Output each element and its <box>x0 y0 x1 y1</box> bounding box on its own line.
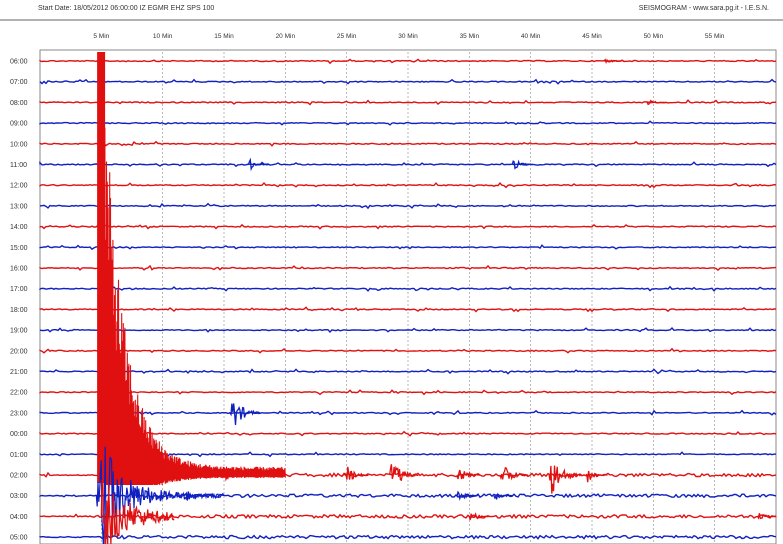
row-time-label: 22:00 <box>10 390 28 397</box>
trace-row-1600 <box>39 264 777 272</box>
header-right-info: SEISMOGRAM - www.sara.pg.it - I.E.S.N. <box>638 5 769 12</box>
trace-row-0900 <box>39 120 777 126</box>
row-time-label: 03:00 <box>10 493 28 500</box>
row-time-label: 10:00 <box>10 141 28 148</box>
row-time-label: 05:00 <box>10 535 28 542</box>
trace-row-1100 <box>39 160 777 168</box>
row-time-label: 02:00 <box>10 473 28 480</box>
trace-row-2100 <box>39 368 777 375</box>
row-time-label: 18:00 <box>10 307 28 314</box>
aftershock-0200-1 <box>220 470 244 482</box>
aftershock-0200-2 <box>343 466 369 480</box>
x-tick-label: 50 Min <box>644 33 664 40</box>
event-1100-blue-b <box>511 159 534 170</box>
x-tick-label: 40 Min <box>521 33 541 40</box>
header-left-info: Start Date: 18/05/2012 06:00:00 IZ EGMR … <box>38 5 215 12</box>
aftershock-0200-4 <box>456 469 480 480</box>
trace-row-0700 <box>39 78 777 85</box>
row-time-label: 13:00 <box>10 203 28 210</box>
trace-row-0000 <box>39 430 777 437</box>
trace-row-0500 <box>39 534 777 540</box>
x-tick-label: 20 Min <box>276 33 296 40</box>
row-time-label: 15:00 <box>10 245 28 252</box>
aftershock-0300-blue-1 <box>183 491 206 501</box>
row-time-label: 00:00 <box>10 431 28 438</box>
x-tick-label: 15 Min <box>214 33 234 40</box>
aftershock-0200-6 <box>548 465 582 494</box>
trace-row-2300 <box>39 409 777 416</box>
row-time-label: 20:00 <box>10 348 28 355</box>
aftershock-0200-5 <box>499 466 529 481</box>
trace-row-1700 <box>39 285 777 292</box>
x-tick-label: 35 Min <box>460 33 480 40</box>
trace-row-1200 <box>39 181 777 189</box>
row-time-label: 23:00 <box>10 410 28 417</box>
x-tick-label: 25 Min <box>337 33 357 40</box>
mainshock-red-column <box>97 52 106 483</box>
trace-row-1400 <box>39 223 777 230</box>
trace-row-2000 <box>39 347 777 354</box>
event-0800-red <box>646 99 666 106</box>
row-time-label: 04:00 <box>10 514 28 521</box>
aftershock-0300-blue-2 <box>456 490 478 502</box>
event-0600-red <box>603 58 623 64</box>
x-tick-label: 45 Min <box>582 33 602 40</box>
row-time-label: 08:00 <box>10 100 28 107</box>
row-time-label: 14:00 <box>10 224 28 231</box>
row-time-label: 19:00 <box>10 328 28 335</box>
trace-row-1900 <box>39 326 777 334</box>
row-time-label: 17:00 <box>10 286 28 293</box>
event-1100-blue-a <box>247 157 269 172</box>
aftershock-0400-red-b <box>757 513 777 520</box>
trace-row-1800 <box>39 306 776 313</box>
mainshock-red-coda <box>103 116 286 486</box>
aftershock-0300-blue-3 <box>493 492 513 500</box>
row-time-label: 16:00 <box>10 266 28 273</box>
row-time-label: 11:00 <box>10 162 27 169</box>
trace-row-0300 <box>39 493 777 499</box>
trace-row-2200 <box>39 389 777 396</box>
event-2300-blue <box>228 403 261 426</box>
row-time-label: 21:00 <box>10 369 28 376</box>
aftershock-0200-3 <box>388 464 419 482</box>
aftershock-0200-7 <box>585 470 608 483</box>
row-time-label: 09:00 <box>10 121 28 128</box>
row-time-label: 07:00 <box>10 79 28 86</box>
trace-row-0600 <box>39 58 777 65</box>
x-tick-label: 30 Min <box>398 33 418 40</box>
mainshock-blue <box>95 446 225 544</box>
row-time-label: 06:00 <box>10 59 28 66</box>
x-tick-label: 55 Min <box>705 33 725 40</box>
row-time-label: 01:00 <box>10 452 28 459</box>
mainshock-lower-red <box>100 479 175 544</box>
x-tick-label: 5 Min <box>93 33 109 40</box>
plot-border <box>39 49 777 544</box>
trace-row-1300 <box>39 202 777 210</box>
trace-row-1500 <box>39 244 777 251</box>
trace-row-1000 <box>39 140 777 147</box>
row-time-label: 12:00 <box>10 183 28 190</box>
aftershock-0400-red <box>468 512 491 521</box>
x-tick-label: 10 Min <box>153 33 173 40</box>
